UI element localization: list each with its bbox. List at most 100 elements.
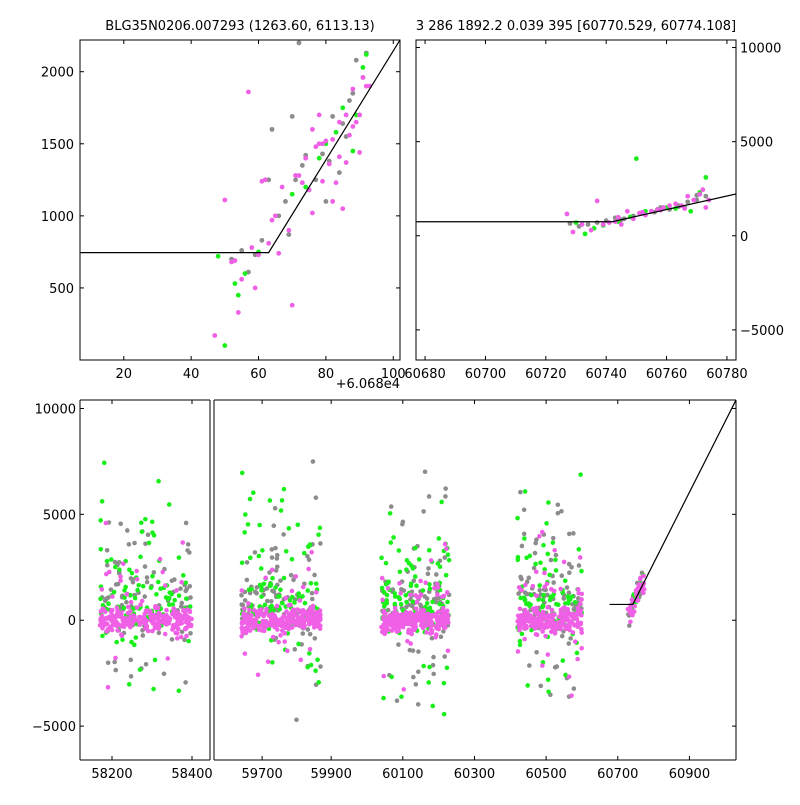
data-point-magenta — [673, 201, 679, 207]
data-point-magenta — [125, 604, 131, 610]
data-point-magenta — [183, 626, 188, 632]
data-point-magenta — [109, 619, 115, 624]
data-point-grey — [566, 561, 572, 567]
data-point-magenta — [390, 617, 395, 622]
data-point-grey — [318, 541, 323, 546]
data-point-magenta — [298, 657, 304, 663]
data-point-green — [316, 155, 322, 161]
data-point-green — [576, 547, 582, 552]
data-point-magenta — [574, 616, 580, 622]
data-point-grey — [585, 222, 591, 227]
data-point-green — [574, 650, 580, 656]
bottom-points-segment — [379, 400, 736, 717]
data-point-magenta — [530, 583, 536, 589]
data-point-magenta — [340, 206, 346, 212]
data-point-grey — [559, 509, 564, 514]
data-point-green — [166, 602, 172, 607]
data-point-grey — [521, 507, 527, 513]
data-point-magenta — [134, 605, 140, 610]
data-point-magenta — [559, 608, 564, 614]
data-point-magenta — [263, 575, 268, 581]
data-point-magenta — [435, 585, 441, 590]
data-point-grey — [283, 199, 288, 204]
data-point-grey — [169, 637, 175, 642]
model-line — [80, 40, 400, 254]
data-point-grey — [318, 664, 323, 669]
data-point-magenta — [521, 621, 527, 627]
x-tick-label: 60720 — [525, 367, 566, 382]
data-point-green — [247, 496, 253, 502]
data-point-grey — [242, 598, 248, 603]
data-point-magenta — [360, 75, 366, 80]
data-point-grey — [240, 602, 246, 608]
data-point-magenta — [285, 616, 291, 621]
data-point-grey — [187, 583, 193, 589]
data-point-green — [306, 651, 312, 656]
data-point-green — [542, 567, 547, 572]
data-point-green — [383, 581, 389, 587]
data-point-green — [100, 633, 105, 639]
data-point-grey — [266, 177, 272, 183]
data-point-magenta — [518, 613, 524, 618]
data-point-magenta — [381, 673, 387, 679]
data-point-green — [292, 600, 297, 605]
data-point-magenta — [575, 587, 581, 592]
data-point-green — [582, 231, 588, 237]
data-point-magenta — [110, 594, 115, 599]
data-point-magenta — [150, 628, 155, 634]
data-point-grey — [519, 543, 525, 549]
data-point-magenta — [561, 622, 566, 628]
data-point-green — [688, 208, 694, 214]
data-point-grey — [286, 232, 292, 237]
data-point-magenta — [299, 180, 305, 186]
data-point-magenta — [515, 649, 521, 654]
data-point-green — [156, 579, 161, 585]
data-point-green — [126, 682, 132, 687]
data-point-magenta — [633, 589, 639, 595]
data-point-magenta — [436, 622, 441, 628]
data-point-magenta — [543, 633, 548, 639]
data-point-green — [550, 540, 556, 545]
x-tick-label: 60740 — [586, 367, 627, 382]
data-point-magenta — [379, 575, 385, 581]
data-point-grey — [306, 557, 312, 563]
data-point-green — [541, 592, 546, 598]
data-point-magenta — [600, 222, 606, 227]
data-point-magenta — [667, 203, 672, 209]
data-point-magenta — [410, 623, 415, 629]
data-point-magenta — [575, 605, 581, 611]
data-point-magenta — [285, 648, 290, 654]
data-point-magenta — [269, 567, 275, 573]
data-point-magenta — [539, 529, 545, 535]
data-point-green — [111, 589, 117, 595]
data-point-grey — [566, 641, 572, 646]
data-point-green — [290, 594, 295, 600]
data-point-grey — [561, 596, 567, 601]
data-point-grey — [300, 631, 306, 636]
data-point-magenta — [124, 592, 130, 597]
data-point-grey — [426, 566, 431, 571]
data-point-magenta — [421, 620, 427, 626]
data-point-magenta — [545, 652, 551, 657]
data-point-magenta — [398, 618, 404, 624]
data-point-grey — [353, 57, 359, 63]
data-point-magenta — [402, 613, 408, 618]
data-point-grey — [143, 661, 149, 667]
data-point-grey — [142, 564, 148, 569]
data-point-green — [117, 567, 122, 572]
data-point-magenta — [310, 609, 315, 615]
data-point-magenta — [111, 614, 116, 620]
data-point-green — [315, 657, 320, 663]
data-point-grey — [124, 528, 130, 533]
data-point-grey — [685, 199, 691, 205]
data-point-grey — [269, 547, 275, 552]
data-point-green — [140, 583, 146, 589]
data-point-magenta — [330, 199, 336, 204]
data-point-magenta — [343, 112, 349, 118]
data-point-magenta — [393, 610, 399, 616]
top-right-title: 3 286 1892.2 0.039 395 [60770.529, 60774… — [416, 19, 736, 34]
data-point-green — [445, 552, 451, 557]
x-tick-label: 60760 — [646, 367, 687, 382]
data-point-grey — [526, 575, 532, 581]
data-point-grey — [553, 552, 559, 558]
